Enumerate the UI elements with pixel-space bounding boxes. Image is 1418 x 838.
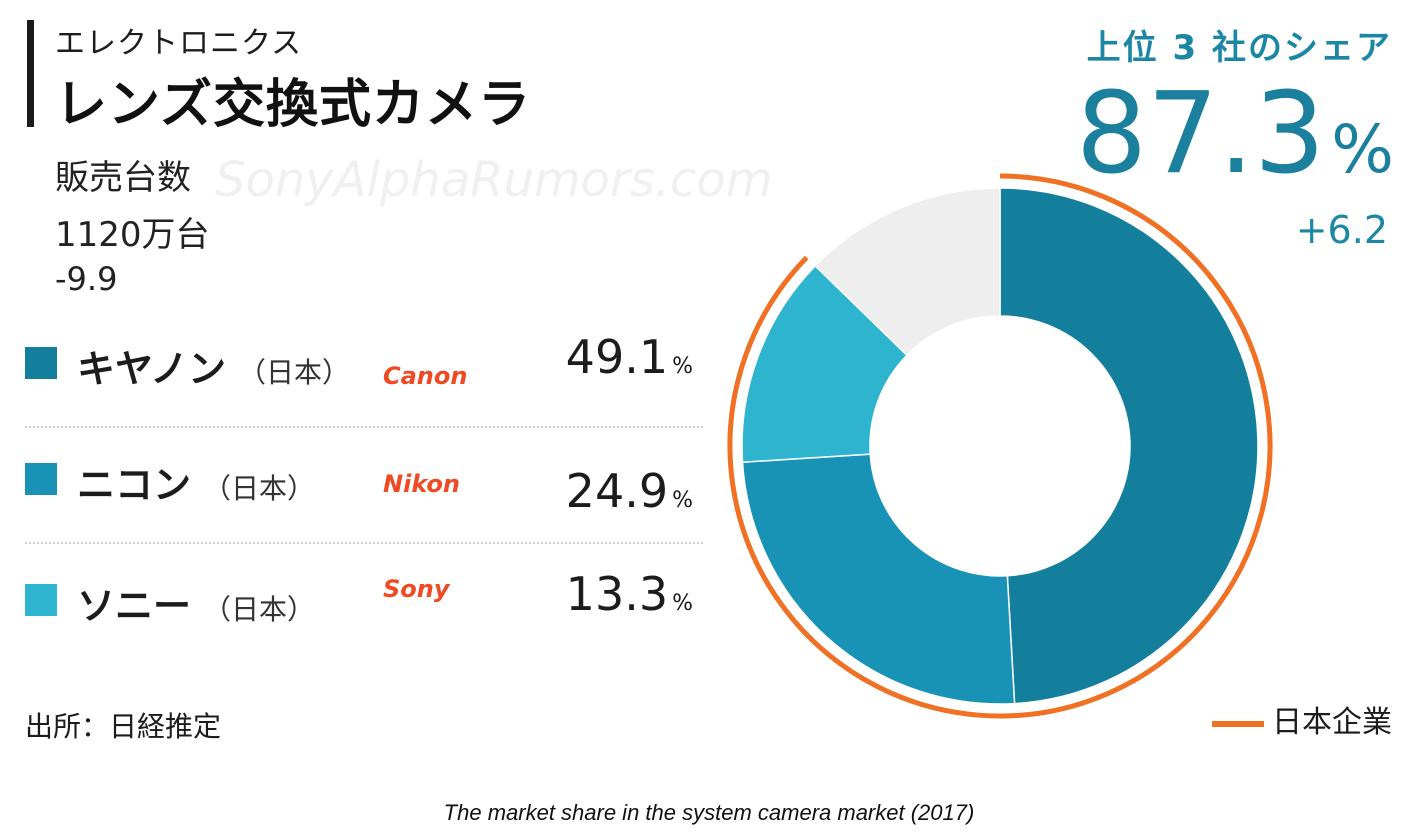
figure-caption: The market share in the system camera ma… [443,800,975,825]
legend-country-nikon: （日本） [203,472,316,505]
sales-value: 1120万台 [55,215,210,255]
slice-canon [999,187,1259,705]
top3-change: +6.2 [1295,208,1388,252]
legend-swatch-nikon [25,463,57,495]
source-note: 出所：日経推定 [25,710,222,743]
legend-row-sony: ソニー （日本） Sony 13.3% [25,555,705,665]
category-label: エレクトロニクス [55,26,303,61]
title-accent-bar [27,20,34,127]
chart-title: レンズ交換式カメラ [55,75,531,135]
legend-swatch-sony [25,584,57,616]
legend-name-nikon: ニコン [77,463,192,507]
legend-country-sony: （日本） [203,593,316,626]
legend-row-nikon: ニコン （日本） Nikon 24.9% [25,434,705,544]
legend-swatch-canon [25,347,57,379]
slice-sony [741,264,908,463]
legend-english-canon: Canon [383,362,468,390]
japanese-companies-arc [727,173,1273,719]
legend-row-canon: キヤノン （日本） Canon 49.1% [25,318,705,428]
watermark: SonyAlphaRumors.com [215,152,773,208]
legend-english-sony: Sony [383,575,450,603]
top3-label: 上位 3 社のシェア [1086,28,1392,68]
slice-other [814,187,1001,357]
legend-value-nikon: 24.9 [565,464,669,518]
legend-country-canon: （日本） [237,356,350,389]
japan-companies-legend: 日本企業 [1212,697,1392,741]
japan-arc-legend-line [1212,720,1264,727]
slice-nikon [741,453,1016,705]
legend-name-sony: ソニー [77,584,192,628]
legend-unit-nikon: % [672,488,693,513]
sales-change: -9.9 [55,260,118,298]
legend-divider [25,426,703,428]
legend-unit-sony: % [672,591,693,616]
sales-label: 販売台数 [55,158,191,198]
top3-unit: % [1331,111,1394,188]
legend-value-canon: 49.1 [565,330,669,384]
donut-chart [727,173,1273,719]
legend-unit-canon: % [672,354,693,379]
legend-name-canon: キヤノン [77,347,226,391]
legend-english-nikon: Nikon [383,470,460,498]
legend-divider [25,542,703,544]
top3-value: 87.3 [1075,69,1326,199]
japan-legend-label: 日本企業 [1272,705,1392,740]
legend-value-sony: 13.3 [565,567,669,621]
